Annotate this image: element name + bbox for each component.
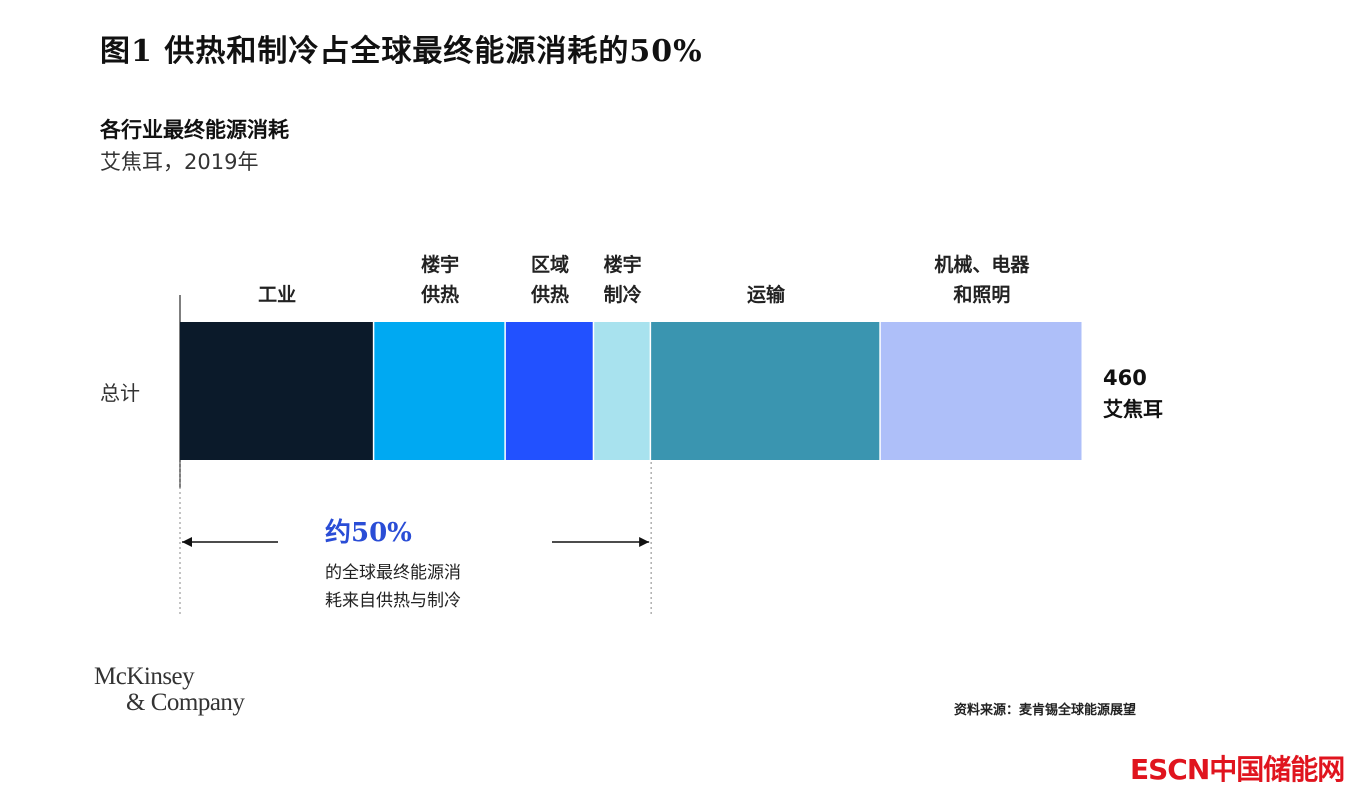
logo-line-1: McKinsey	[94, 663, 195, 690]
watermark-logo: ESCN中国储能网	[1130, 753, 1345, 786]
logo-line-2: & Company	[126, 689, 245, 716]
segment-label: 楼宇	[421, 253, 459, 276]
segment-label: 供热	[530, 283, 569, 306]
annotation-percent: 约50%	[325, 518, 412, 548]
bar-segment	[880, 322, 1082, 460]
bar-segment	[651, 322, 880, 460]
annotation-line-1: 的全球最终能源消	[325, 563, 461, 583]
segment-label: 供热	[420, 283, 459, 306]
arrow-left	[182, 537, 278, 547]
mckinsey-logo: McKinsey & Company	[94, 663, 245, 716]
total-unit: 艾焦耳	[1103, 397, 1163, 421]
segment-label: 机械、电器	[934, 253, 1030, 276]
annotation-line-2: 耗来自供热与制冷	[325, 591, 461, 611]
segment-label: 和照明	[953, 283, 1010, 306]
bar-segment	[505, 322, 593, 460]
segment-label: 运输	[747, 283, 786, 306]
category-label: 总计	[100, 381, 140, 405]
source-note: 资料来源：麦肯锡全球能源展望	[954, 703, 1137, 718]
segment-label: 工业	[258, 284, 296, 306]
bar-segment	[374, 322, 505, 460]
bar-segment	[594, 322, 650, 460]
chart-title: 图1 供热和制冷占全球最终能源消耗的50%	[100, 34, 703, 69]
total-value: 460	[1103, 366, 1147, 390]
unit-label: 艾焦耳，2019年	[100, 150, 259, 174]
bar-segment	[180, 322, 373, 460]
arrow-right	[552, 537, 650, 547]
segment-label: 楼宇	[604, 253, 642, 276]
chart-subtitle: 各行业最终能源消耗	[100, 118, 289, 142]
segment-label: 制冷	[604, 283, 642, 306]
segment-label: 区域	[531, 253, 569, 276]
